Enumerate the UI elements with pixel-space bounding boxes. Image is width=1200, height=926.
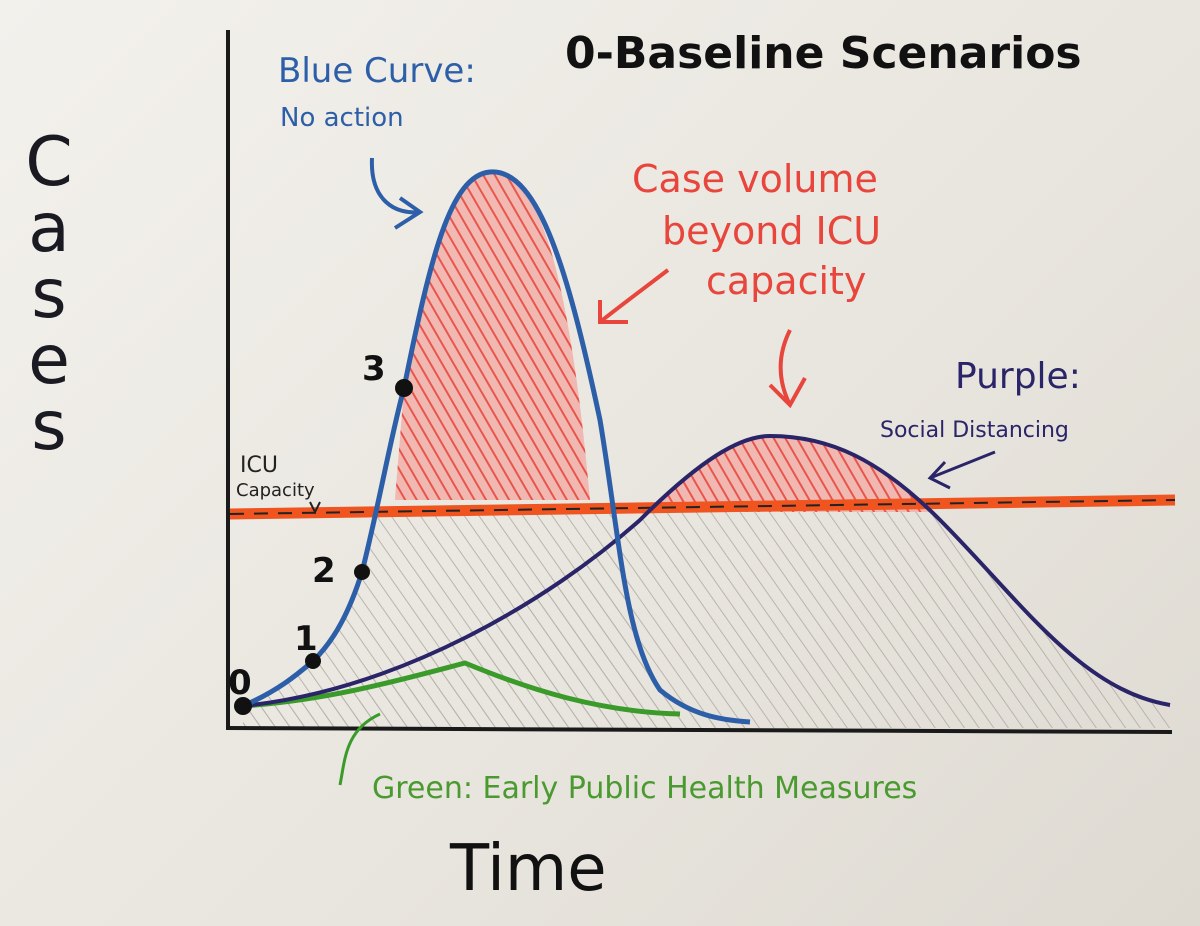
icu-label: ICU — [240, 453, 278, 478]
purple-arrow — [927, 450, 996, 490]
x-axis-label: Time — [449, 832, 607, 906]
icu-label: Capacity — [236, 480, 315, 501]
point-label: 0 — [228, 663, 252, 703]
overflow-note: Case volume — [632, 157, 878, 201]
green-curve — [242, 660, 681, 717]
point — [395, 379, 413, 397]
blue-curve — [242, 169, 751, 725]
below-capacity-area — [243, 512, 1170, 728]
point-label: 3 — [362, 349, 386, 389]
point-label: 2 — [312, 551, 336, 591]
title: 0-Baseline Scenarios — [565, 28, 1082, 79]
x-axis — [225, 726, 1173, 734]
purple-curve — [242, 433, 1171, 708]
red-arrow — [598, 268, 670, 324]
point — [234, 697, 252, 715]
icu-dashed-line — [229, 499, 1176, 515]
point — [305, 653, 321, 669]
red-arrow — [768, 329, 807, 409]
point — [354, 564, 370, 580]
y-axis-label: Cases — [25, 123, 73, 466]
purple-note: Social Distancing — [880, 418, 1069, 443]
blue-arrow — [369, 157, 424, 230]
point-label: 1 — [294, 619, 318, 659]
green-bracket — [338, 712, 381, 786]
blue-note: No action — [280, 103, 404, 133]
purple-heading: Purple: — [955, 356, 1081, 397]
icu-pointer — [309, 501, 321, 515]
overflow-note: capacity — [706, 259, 866, 303]
blue-heading: Blue Curve: — [278, 51, 476, 91]
green-note: Green: Early Public Health Measures — [372, 771, 917, 806]
overflow-note: beyond ICU — [662, 209, 881, 253]
